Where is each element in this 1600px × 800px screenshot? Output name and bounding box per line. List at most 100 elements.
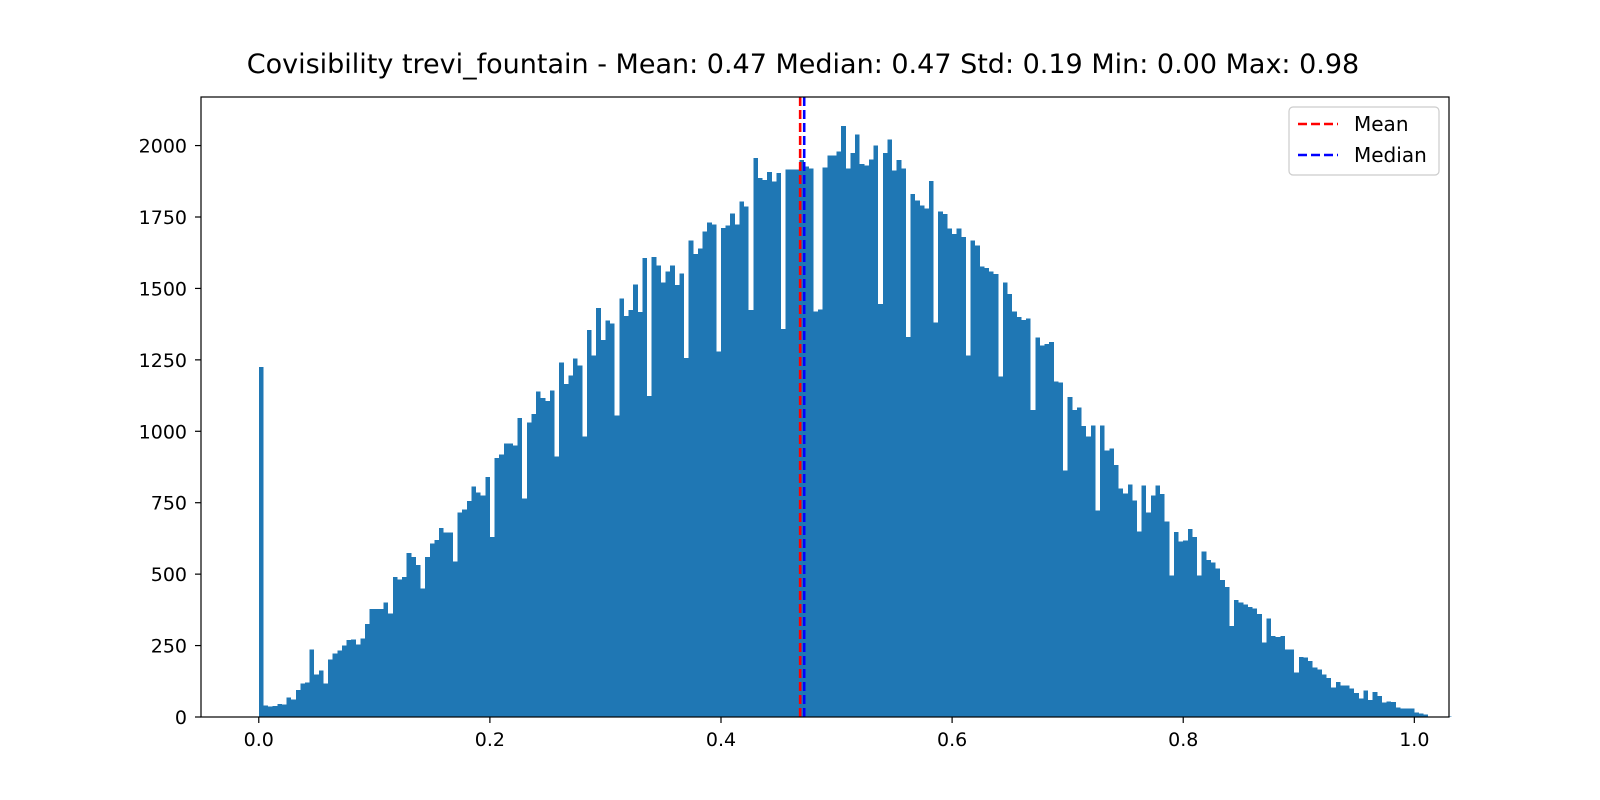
histogram-bar xyxy=(975,245,980,717)
histogram-bar xyxy=(947,228,953,717)
histogram-bar xyxy=(1298,657,1304,717)
histogram-bar xyxy=(1178,541,1184,717)
histogram-bar xyxy=(1104,450,1110,717)
histogram-bar xyxy=(901,168,906,717)
histogram-bar xyxy=(448,532,453,717)
histogram-bar xyxy=(637,311,643,717)
histogram-bar xyxy=(693,254,698,717)
x-tick-label: 1.0 xyxy=(1399,729,1429,751)
histogram-bar xyxy=(1284,649,1290,717)
legend: Mean Median xyxy=(1288,106,1440,176)
histogram-bar xyxy=(346,639,352,717)
histogram-bar xyxy=(633,284,638,717)
histogram-bar xyxy=(1345,685,1350,717)
histogram-bar xyxy=(910,194,916,717)
histogram-bar xyxy=(841,126,846,717)
histogram-bar xyxy=(1002,282,1008,717)
histogram-bar xyxy=(596,307,601,717)
histogram-bar xyxy=(332,653,338,717)
histogram-bar xyxy=(679,273,685,717)
histogram-bar xyxy=(1335,682,1341,717)
histogram-bar xyxy=(545,401,550,717)
histogram-bar xyxy=(1058,382,1064,717)
histogram-bar xyxy=(420,588,426,717)
y-tick-label: 250 xyxy=(151,636,187,658)
histogram-bar xyxy=(915,200,920,717)
histogram-bar xyxy=(1206,559,1211,717)
histogram-bar xyxy=(979,266,985,717)
histogram-bar xyxy=(1238,602,1244,717)
histogram-bar xyxy=(1053,381,1059,717)
histogram-bar xyxy=(1063,470,1068,717)
histogram-bar xyxy=(961,237,966,717)
histogram-bar xyxy=(845,168,851,717)
histogram-bar xyxy=(1243,604,1248,717)
histogram-bar xyxy=(882,153,888,717)
histogram-bar xyxy=(513,445,518,717)
histogram-bar xyxy=(337,650,342,717)
histogram-bar xyxy=(1044,344,1050,717)
histogram-bar xyxy=(383,602,389,717)
median-legend-label: Median xyxy=(1354,143,1427,167)
histogram-bar xyxy=(434,539,440,717)
histogram-bar xyxy=(1317,669,1322,717)
histogram-bar xyxy=(1340,685,1345,717)
histogram-bar xyxy=(1381,702,1387,717)
histogram-bar xyxy=(1123,493,1128,717)
histogram-bar xyxy=(1405,708,1410,717)
histogram-bar xyxy=(989,271,994,717)
histogram-bar xyxy=(1234,599,1239,717)
histogram-bar xyxy=(439,527,444,717)
histogram-bar xyxy=(623,315,629,717)
histogram-bar xyxy=(818,309,823,717)
histogram-bar xyxy=(614,415,620,717)
histogram-bar xyxy=(1118,488,1124,717)
histogram-bar xyxy=(938,211,943,718)
histogram-bar xyxy=(1183,540,1188,717)
histogram-bar xyxy=(956,228,962,717)
histogram-bar xyxy=(1372,691,1378,717)
histogram-bar xyxy=(503,443,509,717)
histogram-bar xyxy=(586,329,592,717)
y-tick-label: 1250 xyxy=(139,350,187,372)
histogram-bar xyxy=(443,532,449,717)
histogram-bar xyxy=(1308,661,1313,717)
x-tick-label: 0.6 xyxy=(937,729,967,751)
histogram-bar xyxy=(1418,713,1424,717)
histogram-bar xyxy=(670,265,675,717)
histogram-bar xyxy=(466,501,472,717)
histogram-bar xyxy=(868,159,874,718)
histogram-bar xyxy=(1331,687,1336,717)
histogram-bar xyxy=(1039,345,1045,717)
histogram-bar xyxy=(328,659,333,717)
histogram-bar xyxy=(1220,579,1225,717)
histogram-bar xyxy=(1197,575,1202,717)
histogram-bar xyxy=(697,248,703,717)
histogram-bar xyxy=(411,557,416,717)
histogram-bar xyxy=(1368,699,1373,717)
histogram-bar xyxy=(1030,410,1036,717)
histogram-bar xyxy=(1271,635,1276,717)
histogram-bar xyxy=(485,477,490,717)
histogram-bar xyxy=(351,639,356,717)
histogram-bar xyxy=(1321,674,1327,717)
histogram-bar xyxy=(873,145,879,717)
histogram-bar xyxy=(1261,642,1267,717)
histogram-bar xyxy=(748,310,754,717)
histogram-bar xyxy=(577,365,583,717)
histogram-bar xyxy=(822,167,828,718)
histogram-bar xyxy=(559,362,564,717)
histogram-bar xyxy=(1132,500,1137,717)
histogram-bar xyxy=(831,155,837,718)
histogram-bar xyxy=(1280,635,1285,717)
histogram-bar xyxy=(1215,568,1221,717)
histogram-bar xyxy=(508,443,513,717)
histogram-bar xyxy=(1141,485,1147,717)
histogram-bar xyxy=(794,169,800,717)
histogram-bar xyxy=(1173,531,1179,717)
histogram-bar xyxy=(365,623,370,717)
histogram-bar xyxy=(605,320,611,717)
histogram-bar xyxy=(827,155,832,718)
histogram-bar xyxy=(522,498,527,717)
